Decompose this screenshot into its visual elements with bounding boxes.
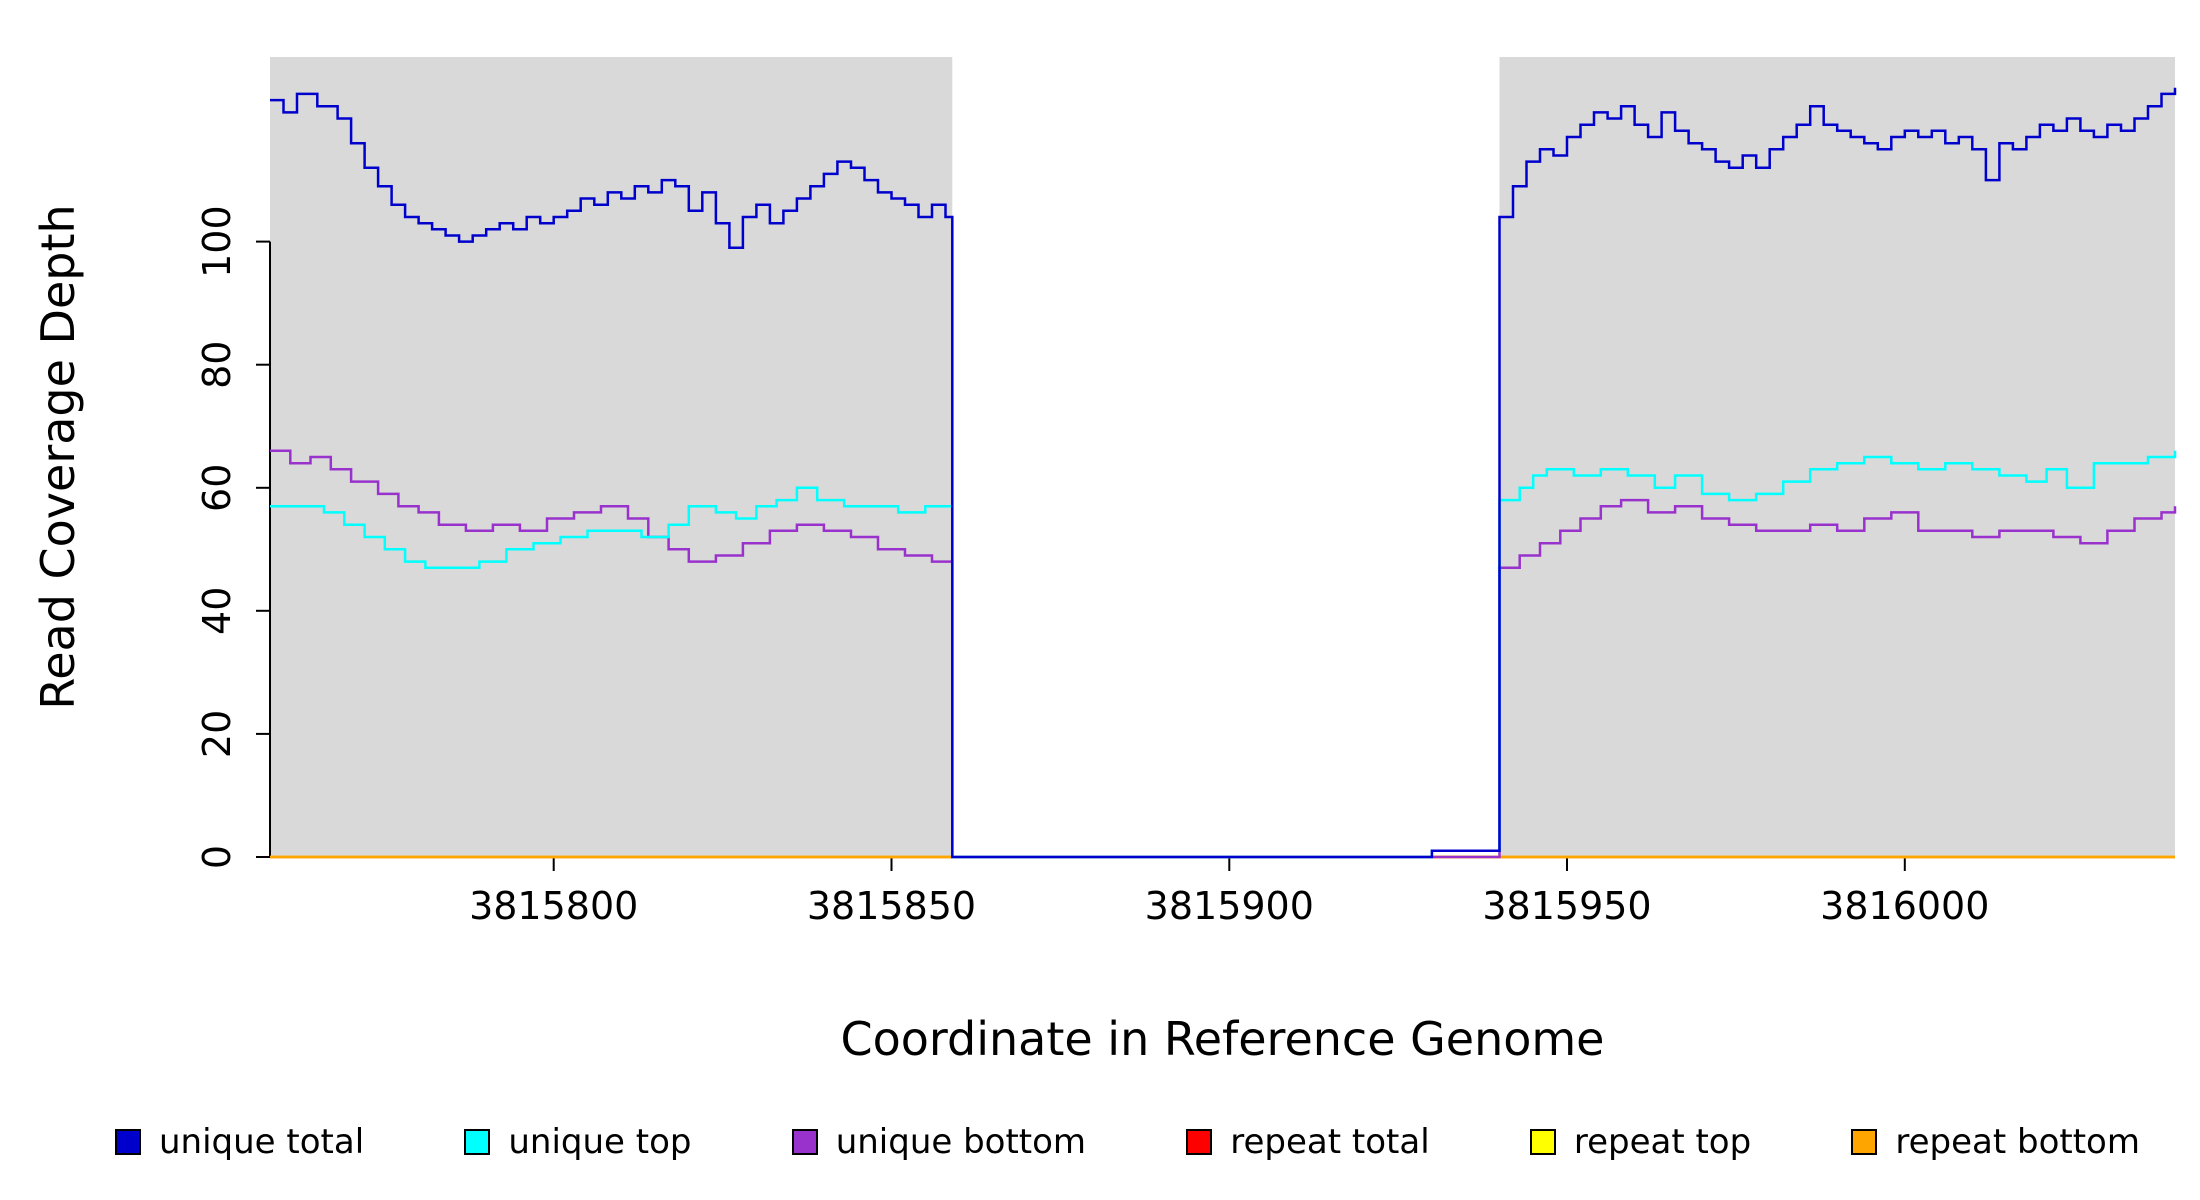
series-line-unique-total <box>270 87 2177 859</box>
legend-swatch-repeat-top <box>1529 1129 1556 1155</box>
shaded-region <box>270 57 953 857</box>
legend-swatch-repeat-bottom <box>1851 1129 1878 1155</box>
y-tick-label: 0 <box>195 845 239 869</box>
axes-layer: 0 20 40 60 80 100 3815800 3815850 3815900 3815950… <box>195 205 2175 928</box>
legend-swatch-unique-bottom <box>791 1129 818 1155</box>
legend-label: unique total <box>159 1122 365 1162</box>
legend-item-repeat-total: repeat total <box>1186 1122 1430 1162</box>
legend-label: repeat bottom <box>1895 1122 2140 1162</box>
legend-swatch-unique-total <box>115 1129 141 1155</box>
legend-item-unique-bottom: unique bottom <box>791 1122 1087 1162</box>
x-tick-label: 3815850 <box>807 884 976 928</box>
legend: unique total unique top unique bottom repea… <box>115 1122 2140 1162</box>
series-layer <box>270 87 2177 859</box>
legend-item-repeat-bottom: repeat bottom <box>1851 1122 2140 1162</box>
x-tick-label: 3815950 <box>1482 884 1651 928</box>
series-line-unique-bottom <box>270 449 2177 859</box>
legend-item-repeat-top: repeat top <box>1529 1122 1752 1162</box>
y-axis-title: Read Coverage Depth <box>31 204 85 709</box>
shaded-region <box>1499 57 2175 857</box>
legend-label: repeat total <box>1230 1122 1430 1162</box>
legend-item-unique-total: unique total <box>115 1122 364 1162</box>
y-tick-label: 40 <box>195 587 239 635</box>
x-tick-label: 3815900 <box>1145 884 1314 928</box>
legend-item-unique-top: unique top <box>464 1122 691 1162</box>
legend-label: repeat top <box>1573 1122 1752 1162</box>
y-tick-label: 80 <box>195 341 239 389</box>
legend-label: unique top <box>508 1122 692 1162</box>
y-tick-label: 20 <box>195 710 239 758</box>
legend-label: unique bottom <box>835 1122 1087 1162</box>
y-tick-label: 60 <box>195 464 239 512</box>
x-tick-label: 3815800 <box>469 884 638 928</box>
legend-swatch-repeat-total <box>1186 1129 1213 1155</box>
coverage-plot: Read Coverage Depth 0 20 40 60 80 100 3815800 3… <box>31 57 2177 928</box>
x-axis-title: Coordinate in Reference Genome <box>840 1012 1605 1066</box>
shaded-regions-layer <box>270 57 2175 857</box>
legend-swatch-unique-top <box>464 1129 491 1155</box>
x-tick-label: 3816000 <box>1820 884 1989 928</box>
y-tick-label: 100 <box>195 205 239 278</box>
